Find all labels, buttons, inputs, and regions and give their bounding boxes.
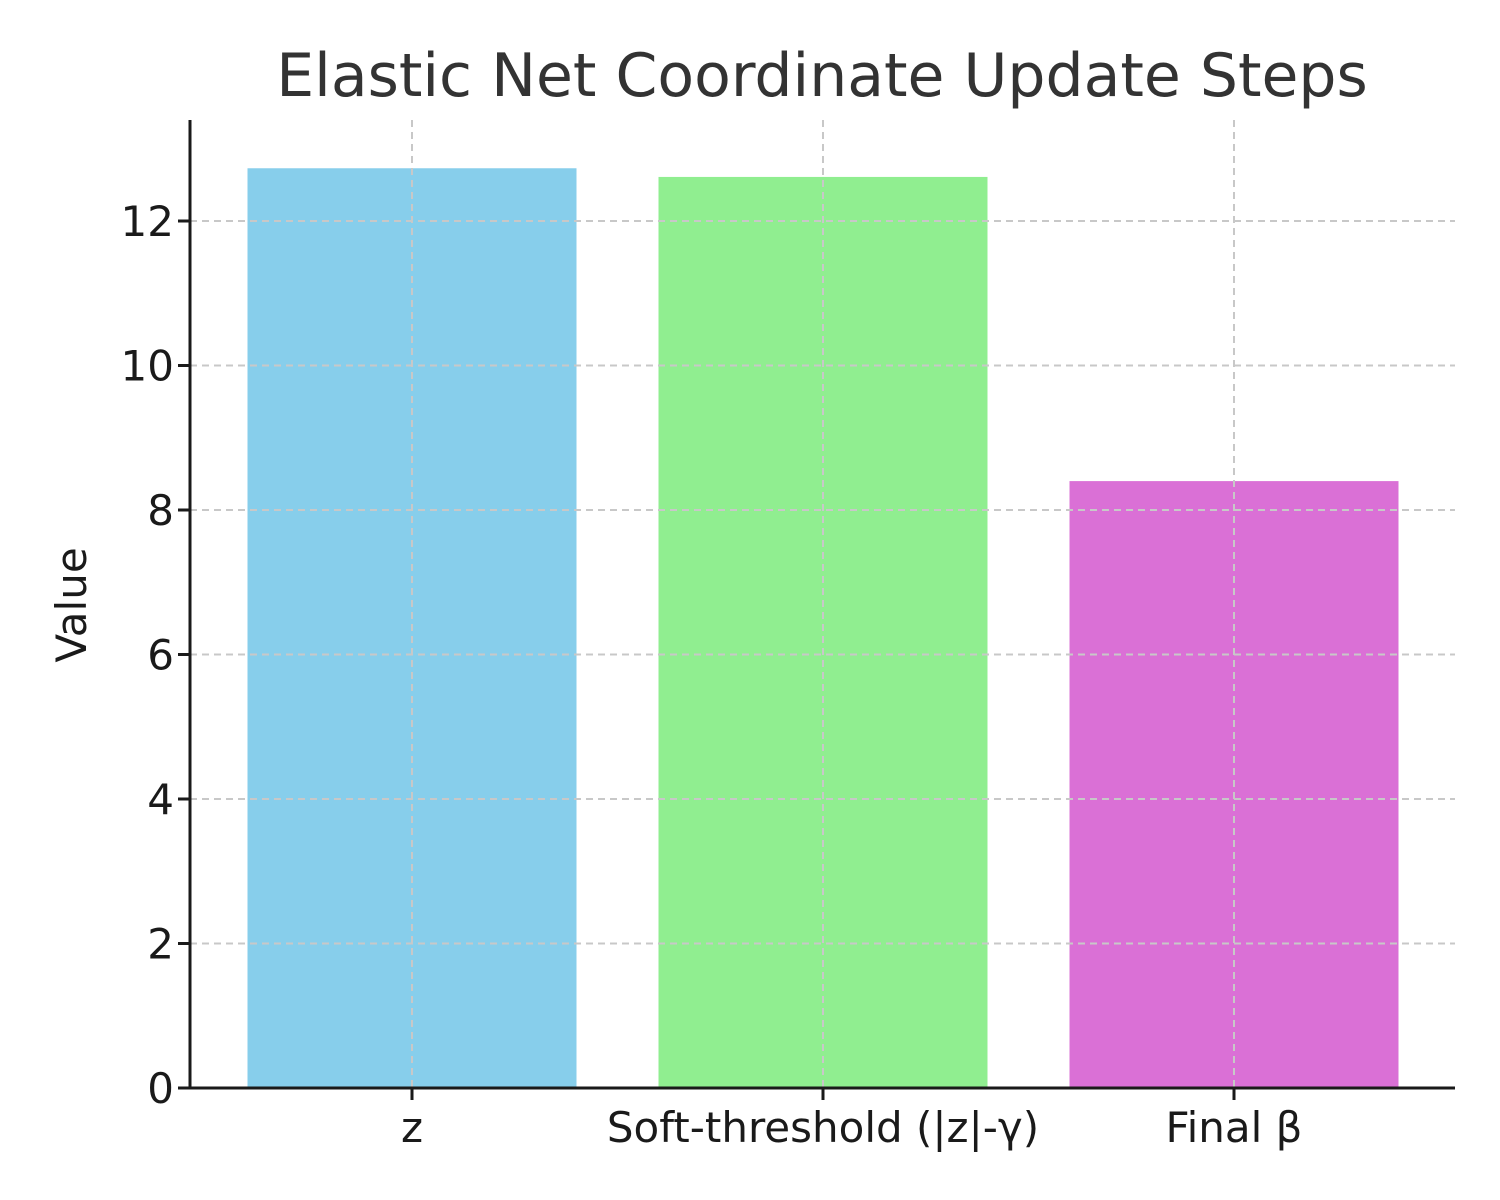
axis-ticks: 0 2 4 6 8 10 12 z Soft-threshold (|z|-γ) Final β xyxy=(121,197,1303,1152)
y-axis-label: Value xyxy=(47,547,96,662)
y-tick-label: 10 xyxy=(121,342,174,391)
y-tick-label: 12 xyxy=(121,197,174,246)
x-tick-label: z xyxy=(401,1103,423,1152)
y-tick-label: 8 xyxy=(147,486,174,535)
x-tick-label: Soft-threshold (|z|-γ) xyxy=(607,1103,1039,1152)
y-tick-label: 4 xyxy=(147,775,174,824)
y-tick-label: 2 xyxy=(147,920,174,969)
y-tick-label: 6 xyxy=(147,631,174,680)
chart-title: Elastic Net Coordinate Update Steps xyxy=(276,41,1367,111)
y-tick-label: 0 xyxy=(147,1064,174,1113)
x-tick-label: Final β xyxy=(1166,1103,1303,1152)
grid-lines xyxy=(190,120,1455,1088)
